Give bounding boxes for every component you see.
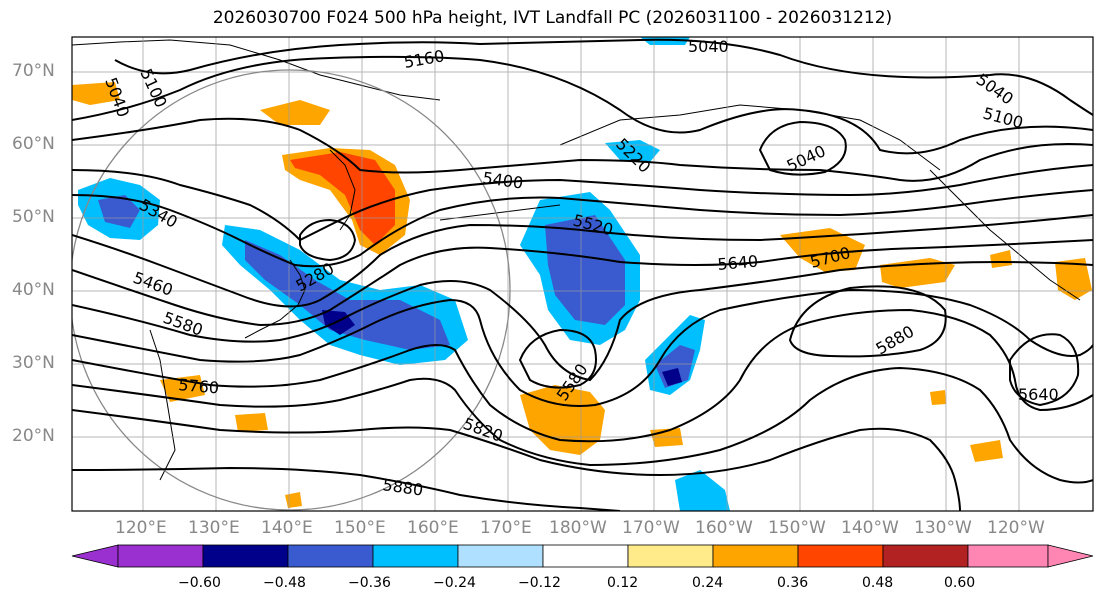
lon-label: 160°E <box>407 518 459 538</box>
contour-5280 <box>72 117 1093 182</box>
contour-5700 <box>72 308 1093 443</box>
colorbar-tick-label: −0.60 <box>178 575 221 591</box>
ivt-positive-region-alaska <box>990 250 1012 268</box>
contour-5640-low <box>1009 333 1080 407</box>
contour-5820 <box>72 409 961 511</box>
lat-label-70: 70°N <box>12 61 55 81</box>
lat-label-40: 40°N <box>12 280 55 300</box>
colorbar-extend-left <box>71 544 119 568</box>
contour-5400 <box>72 189 1093 268</box>
lat-label-60: 60°N <box>12 134 55 154</box>
colorbar-segment <box>287 544 374 568</box>
colorbar-segment <box>372 544 459 568</box>
colorbar-segment <box>882 544 969 568</box>
colorbar-tick-label: −0.36 <box>348 575 391 591</box>
lon-label: 180°W <box>549 518 607 538</box>
lon-label: 120°W <box>987 518 1045 538</box>
lon-label: 120°E <box>115 518 167 538</box>
colorbar-tick-label: −0.48 <box>263 575 306 591</box>
lon-label: 150°E <box>334 518 386 538</box>
colorbar-tick-label: −0.24 <box>433 575 476 591</box>
coast-alaska <box>559 104 941 171</box>
lon-label: 130°E <box>188 518 240 538</box>
lon-label: 140°E <box>261 518 313 538</box>
contour-label: 5040 <box>688 37 729 56</box>
contour-5760 <box>72 366 1093 484</box>
ivt-positive-region-pacific5 <box>930 390 946 405</box>
coast-kamchatka <box>329 149 356 231</box>
colorbar-segment <box>797 544 884 568</box>
contour-5460 <box>72 214 1093 308</box>
contour-5160 <box>72 55 1093 155</box>
lon-label: 130°W <box>914 518 972 538</box>
lon-label: 160°W <box>695 518 753 538</box>
contour-5520 <box>72 239 1093 327</box>
colorbar-tick-label: 0.24 <box>692 575 724 591</box>
ivt-positive-region-pacific2 <box>235 413 268 432</box>
map-plot-area: 5160 5040 5040 5100 5040 5100 5220 5040 … <box>72 37 1093 511</box>
lon-label: 170°E <box>480 518 532 538</box>
lat-label-50: 50°N <box>12 207 55 227</box>
contour-5640 <box>72 288 1093 407</box>
contour-label: 5760 <box>178 375 220 397</box>
colorbar-segment <box>117 544 204 568</box>
contour-5040-north <box>114 38 1093 116</box>
contour-label: 5640 <box>717 252 759 274</box>
lat-label-20: 20°N <box>12 426 55 446</box>
colorbar-segment <box>457 544 544 568</box>
lon-label: 140°W <box>841 518 899 538</box>
colorbar-tick-label: 0.12 <box>607 575 639 591</box>
ivt-negative-deep-east <box>662 368 682 386</box>
ivt-positive-region-okhotsk <box>260 100 330 125</box>
ivt-positive-region-gulf <box>780 228 865 272</box>
colorbar-segment <box>967 544 1049 568</box>
height-contours <box>72 38 1093 511</box>
map-title: 2026030700 F024 500 hPa height, IVT Land… <box>212 8 893 28</box>
ivt-negative-core-central <box>545 215 625 325</box>
colorbar-tick-label: 0.36 <box>777 575 809 591</box>
ivt-positive-core-kamchatka <box>290 152 395 245</box>
colorbar-segment <box>712 544 799 568</box>
lat-label-30: 30°N <box>12 353 55 373</box>
colorbar-segment <box>542 544 629 568</box>
contour-5580 <box>72 260 1093 382</box>
ivt-negative-core-west <box>98 195 140 228</box>
lon-label: 150°W <box>768 518 826 538</box>
ivt-negative-region-south <box>675 470 730 511</box>
contour-5040-low <box>758 120 847 176</box>
colorbar <box>71 544 1094 568</box>
contour-5520-low <box>518 328 597 389</box>
colorbar-tick-label: 0.48 <box>862 575 894 591</box>
colorbar-segment <box>202 544 289 568</box>
landfall-circle <box>72 69 511 511</box>
colorbar-extend-right <box>1047 544 1094 568</box>
contour-5280-low <box>299 218 357 262</box>
contour-5880-high <box>788 285 947 358</box>
ivt-positive-region-northwest <box>72 82 120 105</box>
colorbar-tick-label: 0.60 <box>944 575 976 591</box>
contour-5340 <box>72 164 1093 242</box>
contour-5880 <box>72 466 621 511</box>
contour-label: 5640 <box>1018 385 1059 404</box>
colorbar-tick-label: −0.12 <box>518 575 561 591</box>
ivt-negative-core-japan <box>245 240 450 350</box>
coast-china <box>149 329 176 481</box>
colorbar-segment <box>627 544 714 568</box>
coast-na-west <box>929 169 1081 301</box>
lon-label: 170°W <box>622 518 680 538</box>
map-frame <box>71 36 1094 512</box>
coast-japan <box>244 259 306 339</box>
ivt-positive-region-pacific1 <box>970 440 1003 462</box>
